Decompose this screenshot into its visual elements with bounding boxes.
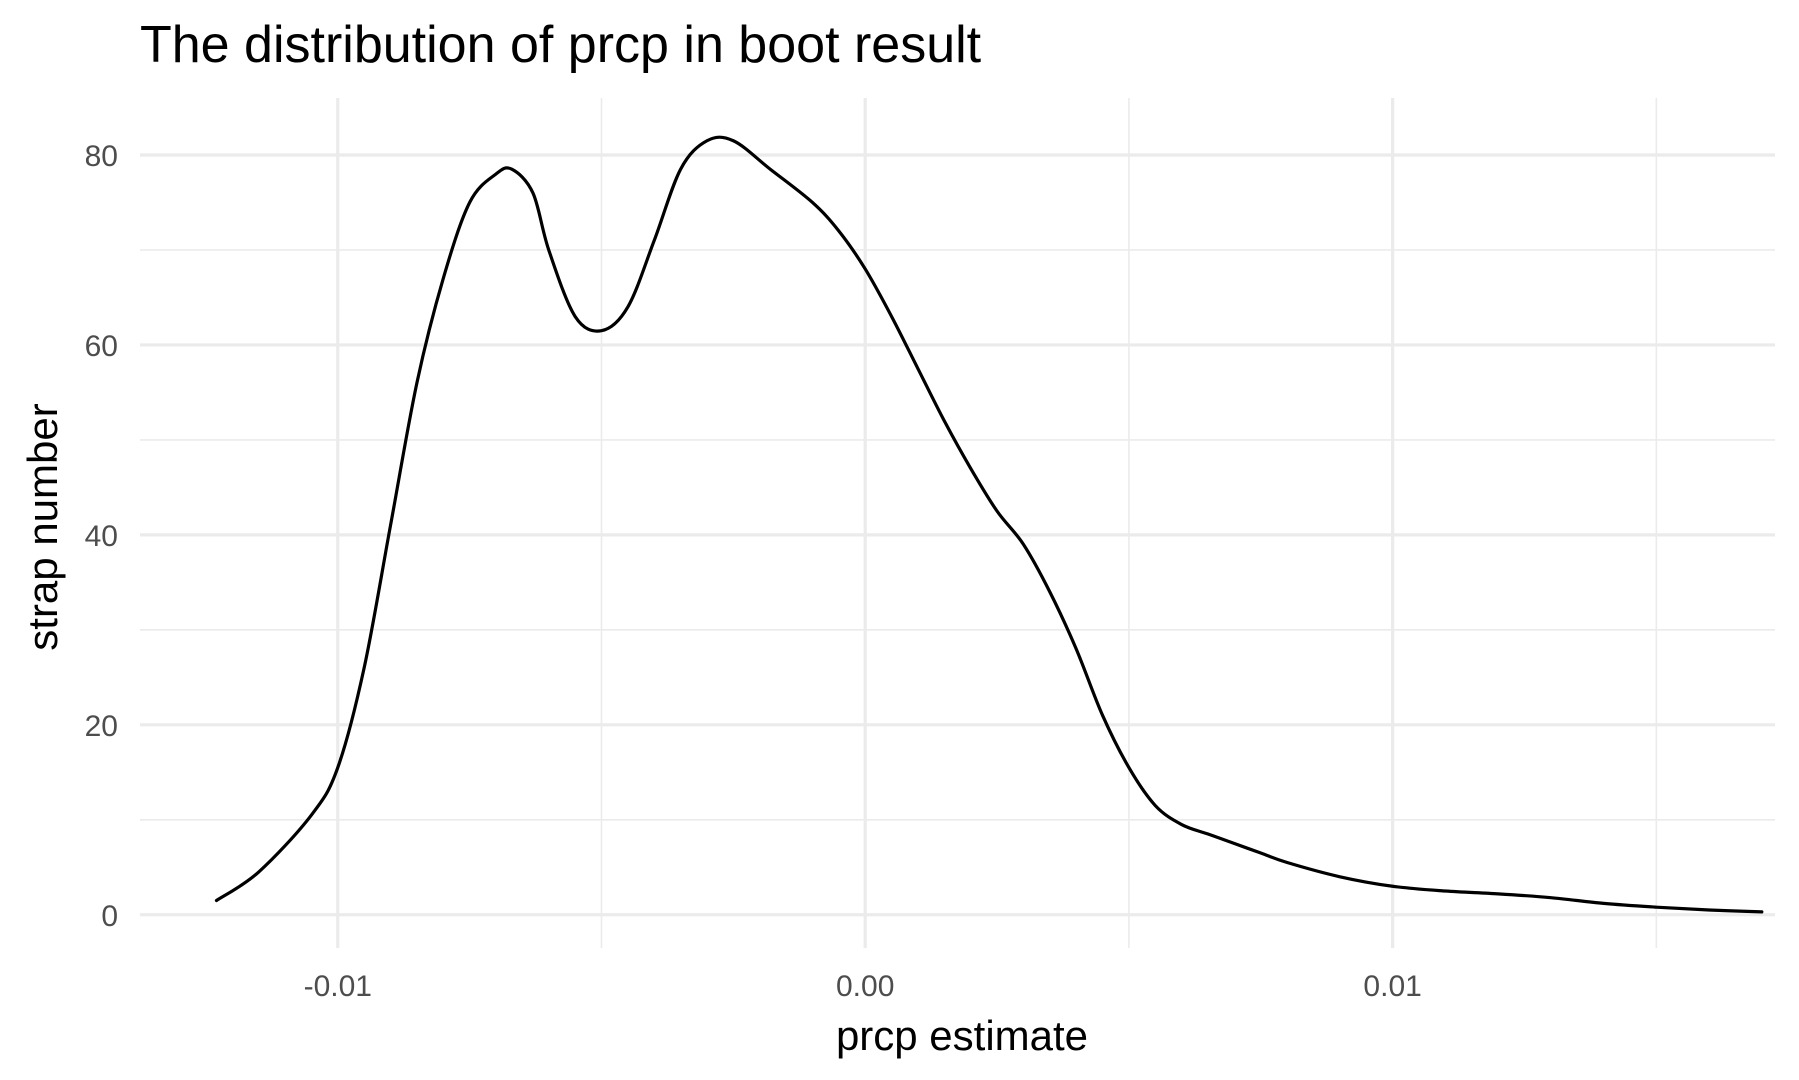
x-tick-label: -0.01 bbox=[304, 970, 372, 1003]
y-tick-label: 0 bbox=[101, 900, 118, 933]
density-line bbox=[214, 135, 1764, 914]
y-tick-label: 20 bbox=[85, 710, 118, 743]
x-axis-ticks: -0.01 0.00 0.01 bbox=[304, 970, 1422, 1003]
y-axis-ticks: 0 20 40 60 80 bbox=[85, 140, 118, 933]
y-tick-label: 80 bbox=[85, 140, 118, 173]
grid bbox=[140, 98, 1775, 948]
x-tick-label: 0.00 bbox=[836, 970, 894, 1003]
y-axis-title: strap number bbox=[19, 403, 66, 650]
y-tick-label: 40 bbox=[85, 520, 118, 553]
y-tick-label: 60 bbox=[85, 330, 118, 363]
x-axis-title: prcp estimate bbox=[836, 1012, 1088, 1059]
chart-title: The distribution of prcp in boot result bbox=[140, 16, 982, 74]
x-tick-label: 0.01 bbox=[1363, 970, 1421, 1003]
